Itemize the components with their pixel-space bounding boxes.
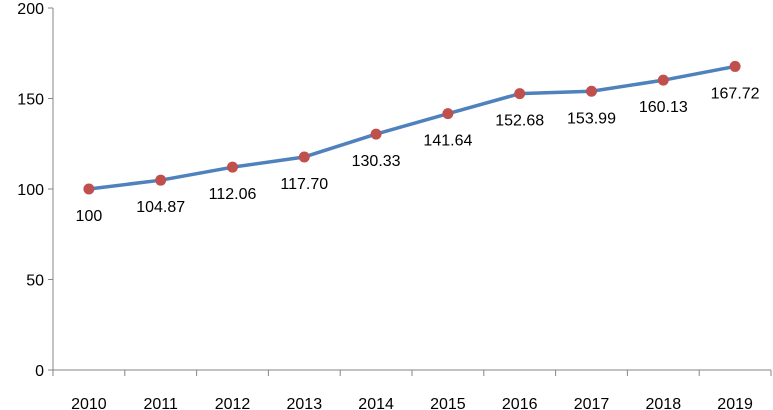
x-tick-label: 2017 — [574, 396, 610, 410]
x-tick-label: 2013 — [287, 396, 323, 410]
y-tick-label: 100 — [17, 182, 44, 199]
x-tick-label: 2016 — [502, 396, 538, 410]
x-axis-tick-labels: 2010 2011 2012 2013 2014 2015 2016 2017 2018 2019 — [71, 396, 753, 410]
data-label: 117.70 — [280, 176, 328, 193]
x-tick-label: 2018 — [646, 396, 682, 410]
y-tick-label: 50 — [26, 273, 44, 290]
data-label: 130.33 — [352, 153, 401, 170]
y-tick-label: 200 — [17, 1, 44, 18]
x-tick-label: 2019 — [717, 396, 753, 410]
data-label: 153.99 — [567, 110, 616, 127]
data-label: 152.68 — [495, 113, 544, 130]
data-label: 104.87 — [136, 199, 185, 216]
series-group — [83, 60, 741, 195]
data-labels: 100 104.87 112.06 117.70 130.33 141.64 152.68 1… — [76, 85, 760, 225]
data-point-marker — [83, 183, 95, 195]
x-tick-label: 2012 — [215, 396, 251, 410]
x-tick-label: 2014 — [358, 396, 394, 410]
data-point-marker — [298, 151, 310, 163]
x-tick-label: 2011 — [143, 396, 178, 410]
data-point-marker — [155, 174, 167, 186]
data-label: 167.72 — [711, 85, 760, 102]
x-tick-label: 2015 — [430, 396, 466, 410]
y-axis-tick-labels: 0 50 100 150 200 — [17, 1, 44, 380]
data-point-marker — [370, 128, 382, 140]
y-tick-label: 150 — [17, 92, 44, 109]
data-point-marker — [657, 74, 669, 86]
data-label: 112.06 — [209, 186, 257, 203]
axes — [48, 7, 772, 376]
data-label: 141.64 — [423, 133, 472, 150]
x-tick-label: 2010 — [71, 396, 107, 410]
data-point-marker — [729, 60, 741, 72]
y-tick-label: 0 — [35, 363, 44, 380]
data-point-marker — [227, 161, 238, 173]
data-point-marker — [586, 85, 597, 97]
data-label: 100 — [76, 208, 103, 225]
data-point-marker — [442, 108, 454, 120]
data-label: 160.13 — [639, 99, 688, 116]
series-line — [87, 64, 737, 191]
data-point-marker — [514, 88, 526, 100]
